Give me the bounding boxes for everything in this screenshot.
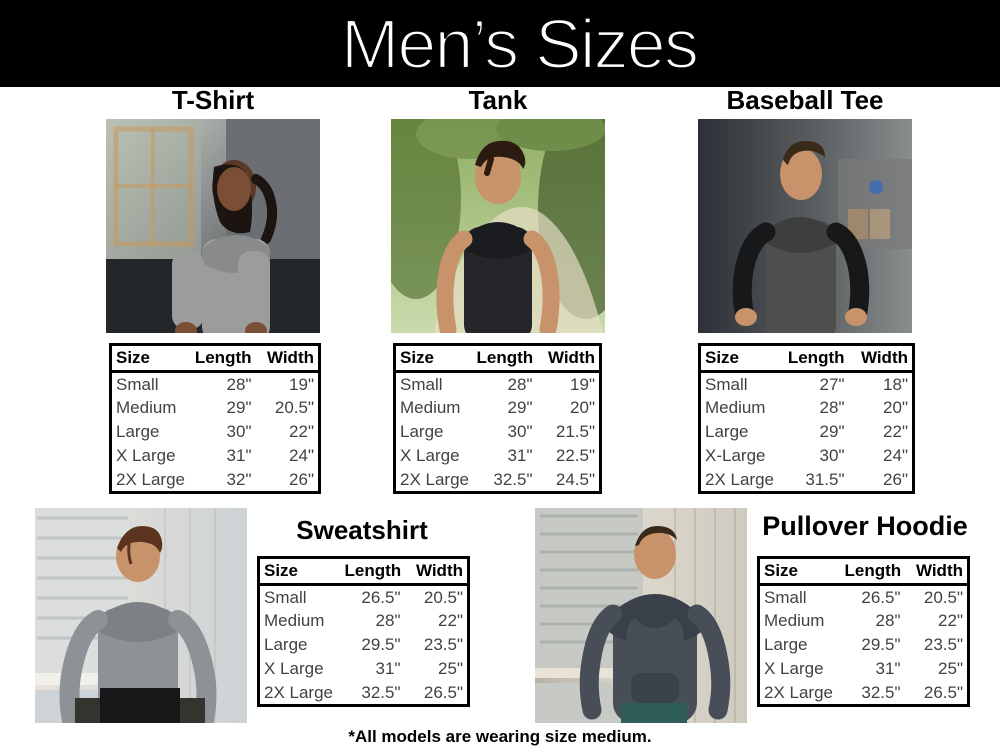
svg-text:Men’s Sizes: Men’s Sizes [341,5,697,83]
